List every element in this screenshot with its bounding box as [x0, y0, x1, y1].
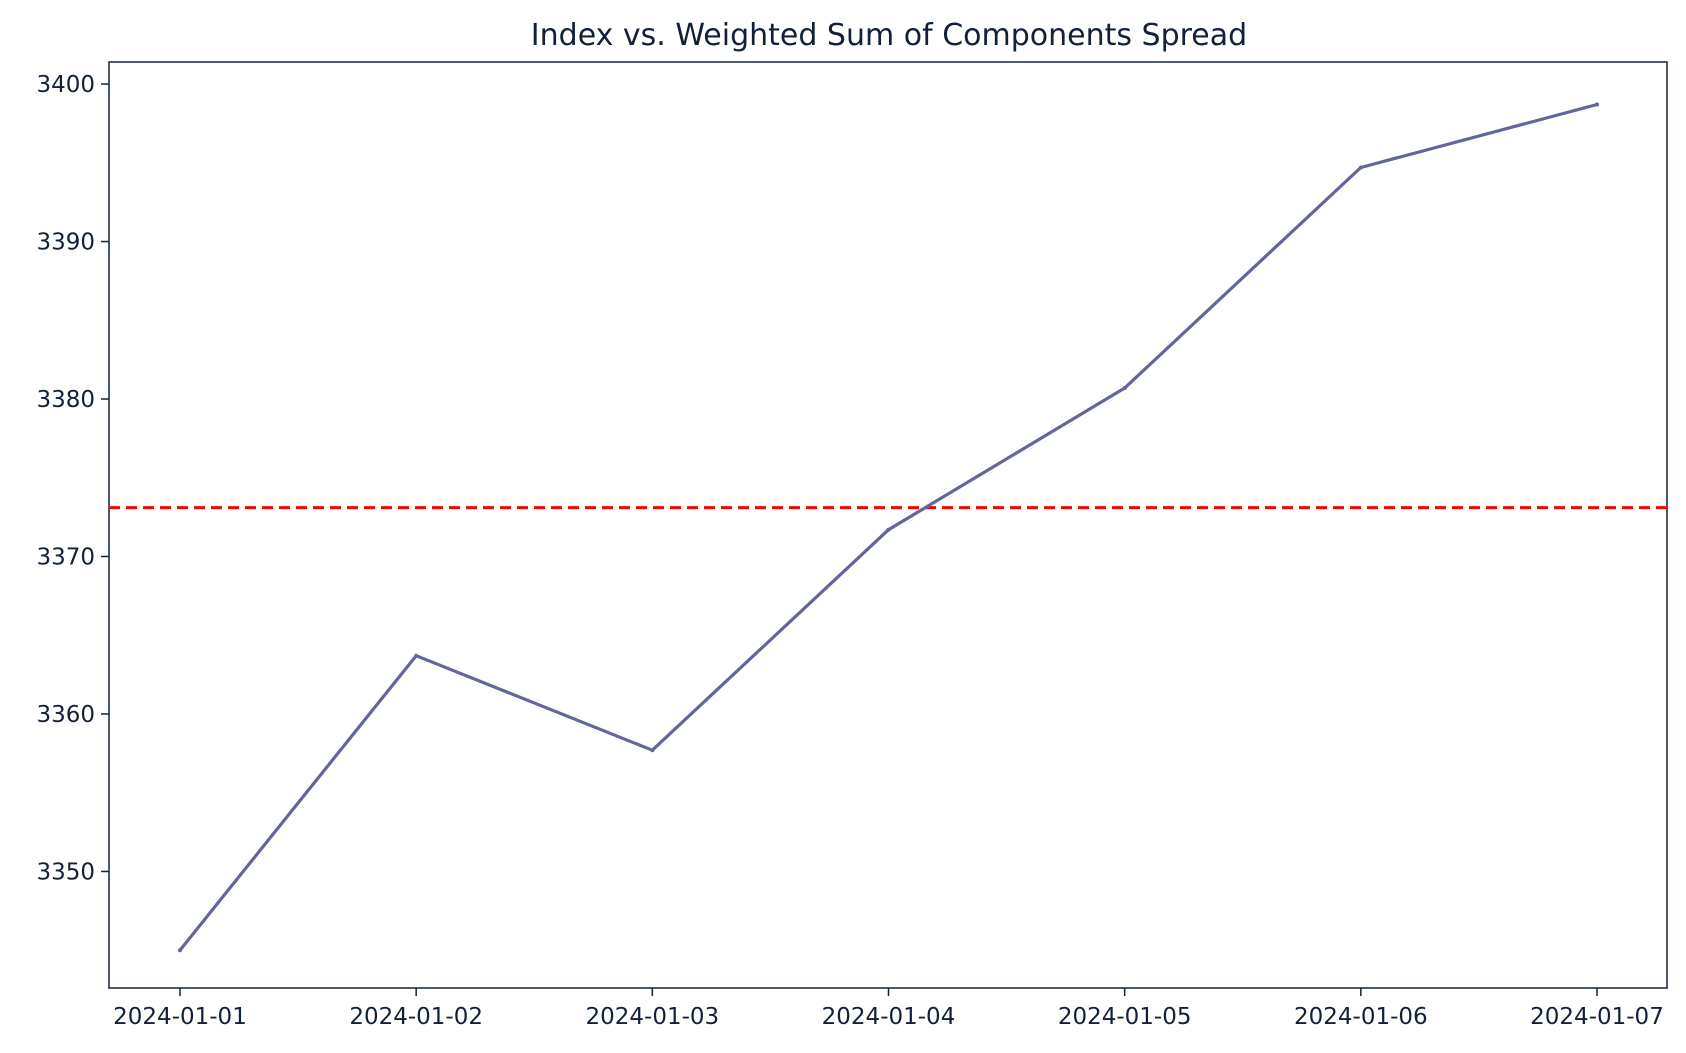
x-axis: 2024-01-01 2024-01-02 2024-01-03 2024-01-04…	[113, 988, 1664, 1030]
data-point	[1122, 385, 1127, 390]
series-layer	[178, 102, 1599, 953]
y-axis: 3350 3360 3370 3380 3390 3400	[36, 72, 109, 885]
x-tick-label: 2024-01-02	[349, 1004, 483, 1030]
x-tick-label: 2024-01-06	[1294, 1004, 1428, 1030]
series-line	[178, 102, 1599, 952]
y-tick-label: 3360	[36, 702, 95, 728]
y-tick-label: 3390	[36, 230, 95, 256]
data-point	[886, 527, 891, 532]
y-tick-label: 3400	[36, 72, 95, 98]
plot-area-frame	[108, 61, 1668, 989]
x-tick-label: 2024-01-03	[585, 1004, 719, 1030]
x-tick-label: 2024-01-01	[113, 1004, 247, 1030]
data-point	[1358, 165, 1363, 170]
x-tick-label: 2024-01-07	[1530, 1004, 1664, 1030]
data-point	[178, 948, 182, 953]
y-tick-label: 3350	[36, 859, 95, 885]
data-point	[1595, 102, 1599, 107]
y-tick-label: 3370	[36, 544, 95, 570]
x-tick-label: 2024-01-05	[1058, 1004, 1192, 1030]
y-tick-label: 3380	[36, 387, 95, 413]
chart-title: Index vs. Weighted Sum of Components Spr…	[531, 18, 1247, 53]
data-point	[414, 653, 419, 658]
data-point	[650, 748, 655, 753]
x-tick-label: 2024-01-04	[822, 1004, 956, 1030]
